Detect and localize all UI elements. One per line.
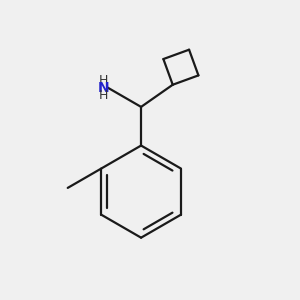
Text: H: H <box>98 74 108 87</box>
Text: H: H <box>98 88 108 101</box>
Text: N: N <box>98 81 109 94</box>
